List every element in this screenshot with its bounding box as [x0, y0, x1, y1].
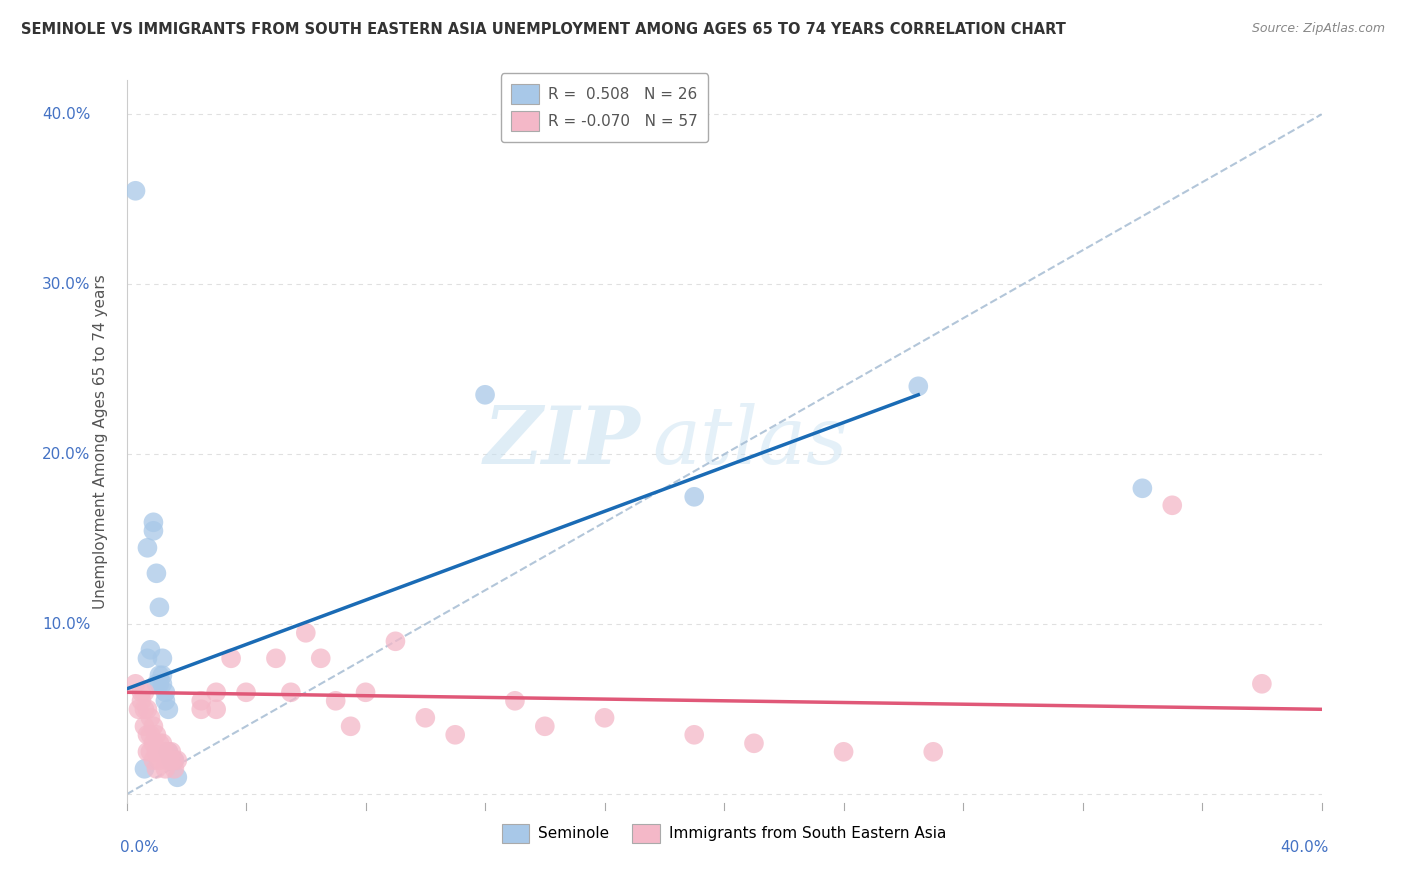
Y-axis label: Unemployment Among Ages 65 to 74 years: Unemployment Among Ages 65 to 74 years [93, 274, 108, 609]
Point [145, 762, 167, 776]
Point [139, 745, 162, 759]
Point [136, 702, 159, 716]
Point [139, 728, 162, 742]
Point [160, 745, 183, 759]
Point [124, 677, 146, 691]
Point [742, 736, 765, 750]
Point [503, 694, 526, 708]
Text: 40.0%: 40.0% [42, 107, 90, 122]
Point [190, 694, 212, 708]
Point [325, 694, 347, 708]
Point [683, 490, 706, 504]
Point [205, 685, 228, 699]
Point [148, 668, 170, 682]
Point [907, 379, 929, 393]
Point [832, 745, 855, 759]
Point [134, 762, 156, 776]
Point [139, 642, 162, 657]
Point [142, 736, 165, 750]
Point [163, 753, 186, 767]
Point [127, 702, 149, 716]
Point [148, 677, 170, 691]
Point [155, 685, 177, 699]
Point [134, 685, 156, 699]
Point [152, 677, 174, 691]
Point [148, 753, 170, 767]
Point [190, 702, 212, 716]
Point [922, 745, 945, 759]
Point [136, 728, 159, 742]
Point [157, 753, 180, 767]
Point [166, 770, 188, 784]
Point [139, 711, 162, 725]
Point [219, 651, 242, 665]
Point [264, 651, 287, 665]
Text: 30.0%: 30.0% [42, 277, 90, 292]
Point [152, 736, 174, 750]
Point [157, 745, 180, 759]
Point [145, 677, 167, 691]
Point [134, 719, 156, 733]
Point [309, 651, 332, 665]
Point [145, 566, 167, 581]
Point [134, 702, 156, 716]
Text: SEMINOLE VS IMMIGRANTS FROM SOUTH EASTERN ASIA UNEMPLOYMENT AMONG AGES 65 TO 74 : SEMINOLE VS IMMIGRANTS FROM SOUTH EASTER… [21, 22, 1066, 37]
Point [148, 736, 170, 750]
Point [534, 719, 557, 733]
Point [205, 702, 228, 716]
Point [155, 745, 177, 759]
Point [157, 745, 180, 759]
Point [593, 711, 616, 725]
Point [235, 685, 257, 699]
Point [163, 753, 186, 767]
Point [160, 753, 183, 767]
Point [152, 668, 174, 682]
Point [131, 694, 153, 708]
Point [683, 728, 706, 742]
Point [1161, 498, 1184, 512]
Point [152, 745, 174, 759]
Point [142, 516, 165, 530]
Point [157, 702, 180, 716]
Legend: Seminole, Immigrants from South Eastern Asia: Seminole, Immigrants from South Eastern … [495, 817, 953, 849]
Point [142, 753, 165, 767]
Point [148, 600, 170, 615]
Point [136, 541, 159, 555]
Point [145, 728, 167, 742]
Text: atlas: atlas [652, 403, 848, 480]
Point [142, 719, 165, 733]
Point [124, 184, 146, 198]
Point [1130, 481, 1153, 495]
Text: Source: ZipAtlas.com: Source: ZipAtlas.com [1251, 22, 1385, 36]
Point [163, 762, 186, 776]
Point [131, 685, 153, 699]
Text: 20.0%: 20.0% [42, 447, 90, 462]
Point [142, 524, 165, 538]
Point [155, 762, 177, 776]
Point [474, 388, 496, 402]
Point [294, 625, 316, 640]
Point [152, 651, 174, 665]
Text: ZIP: ZIP [484, 403, 640, 480]
Point [444, 728, 467, 742]
Text: 0.0%: 0.0% [120, 840, 159, 855]
Point [166, 753, 188, 767]
Point [136, 651, 159, 665]
Point [339, 719, 361, 733]
Point [145, 745, 167, 759]
Point [155, 694, 177, 708]
Point [1251, 677, 1274, 691]
Point [384, 634, 406, 648]
Point [136, 745, 159, 759]
Point [160, 753, 183, 767]
Point [354, 685, 377, 699]
Text: 10.0%: 10.0% [42, 616, 90, 632]
Point [415, 711, 437, 725]
Point [280, 685, 302, 699]
Text: 40.0%: 40.0% [1281, 840, 1329, 855]
